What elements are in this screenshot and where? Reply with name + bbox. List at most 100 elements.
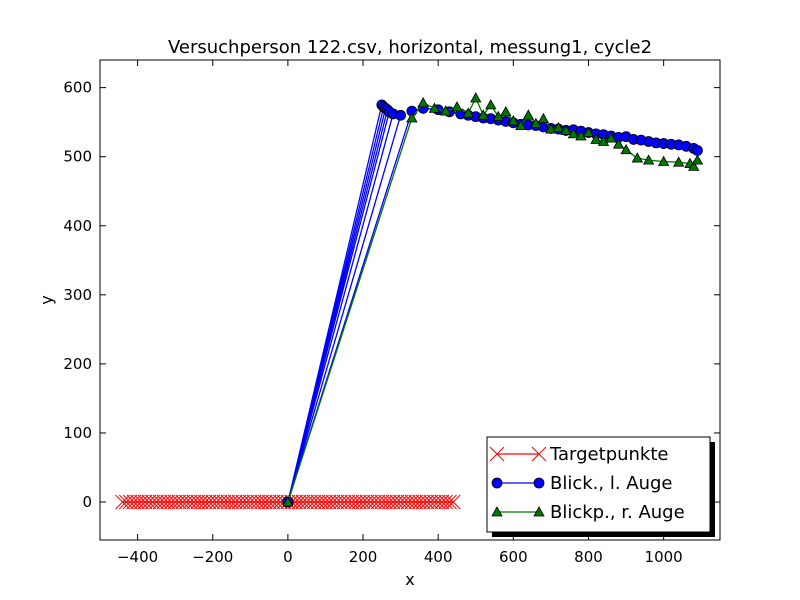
data-point-circle-marker xyxy=(692,145,703,156)
data-point-x-marker xyxy=(445,494,461,510)
data-point-x-marker xyxy=(171,494,187,510)
legend-label: Blick., l. Auge xyxy=(550,473,673,494)
data-point-x-marker xyxy=(363,494,378,510)
y-tick-label: 400 xyxy=(63,217,92,235)
y-tick-label: 100 xyxy=(63,424,92,442)
data-point-x-marker xyxy=(130,494,145,510)
y-axis-ticks: 0 100 200 300 400 500 600 xyxy=(63,79,720,511)
data-point-x-marker xyxy=(325,494,341,510)
data-point-x-marker xyxy=(291,494,307,510)
data-point-x-marker xyxy=(257,494,273,510)
data-point-x-marker xyxy=(152,494,168,510)
x-tick-label: 200 xyxy=(349,548,378,566)
data-point-triangle-marker xyxy=(462,107,474,118)
data-point-triangle-marker xyxy=(605,132,617,143)
data-point-x-marker xyxy=(397,494,412,510)
data-point-x-marker xyxy=(122,494,138,510)
data-point-triangle-marker xyxy=(507,114,520,126)
data-point-triangle-marker xyxy=(451,101,463,112)
data-point-x-marker xyxy=(381,494,397,510)
data-point-triangle-marker xyxy=(672,156,685,167)
data-point-triangle-marker xyxy=(440,105,452,116)
data-point-triangle-marker xyxy=(631,152,644,163)
data-point-x-marker xyxy=(366,494,382,510)
data-point-triangle-marker xyxy=(491,506,503,517)
data-point-triangle-marker xyxy=(688,160,700,171)
x-tick-label: 1000 xyxy=(645,548,683,566)
y-tick-label: 0 xyxy=(82,493,92,511)
x-tick-label: 600 xyxy=(499,548,528,566)
data-point-triangle-marker xyxy=(575,130,587,141)
y-tick-label: 300 xyxy=(63,286,92,304)
data-point-triangle-marker xyxy=(522,109,535,120)
x-axis-ticks: −400 −200 0 200 400 600 800 1000 xyxy=(117,60,683,566)
data-point-x-marker xyxy=(340,494,356,510)
legend-label: Blickp., r. Auge xyxy=(550,502,685,523)
data-point-triangle-marker xyxy=(582,126,595,137)
data-point-x-marker xyxy=(306,494,322,510)
data-point-x-marker xyxy=(115,494,130,510)
data-point-x-marker xyxy=(299,494,315,510)
data-point-x-marker xyxy=(156,494,172,510)
data-point-x-marker xyxy=(141,494,157,510)
data-point-x-marker xyxy=(186,494,202,510)
data-point-triangle-marker xyxy=(612,138,625,149)
data-point-x-marker xyxy=(149,494,164,510)
data-point-x-marker xyxy=(201,494,217,510)
data-point-x-marker xyxy=(179,494,194,510)
data-point-triangle-marker xyxy=(417,96,429,108)
data-point-x-marker xyxy=(118,494,134,510)
legend-label: Targetpunkte xyxy=(549,444,669,465)
data-point-x-marker xyxy=(194,494,209,510)
data-point-x-marker xyxy=(310,494,326,510)
x-tick-label: −400 xyxy=(117,548,158,566)
data-point-x-marker xyxy=(288,494,303,510)
data-point-x-marker xyxy=(164,494,179,510)
data-point-triangle-marker xyxy=(485,99,497,110)
data-point-triangle-marker xyxy=(552,121,565,133)
data-point-x-marker xyxy=(355,494,371,510)
data-point-x-marker xyxy=(235,494,251,510)
data-point-x-marker xyxy=(333,494,348,510)
data-point-triangle-marker xyxy=(567,128,580,139)
data-point-x-marker xyxy=(329,494,345,510)
series-^ xyxy=(282,92,704,507)
data-point-x-marker xyxy=(408,494,423,510)
data-point-x-marker xyxy=(303,494,318,510)
data-point-x-marker xyxy=(442,494,457,510)
plot-frame xyxy=(99,59,721,541)
data-point-x-marker xyxy=(216,494,232,510)
data-point-x-marker xyxy=(242,494,258,510)
y-axis-label: y xyxy=(37,295,56,304)
data-point-triangle-marker xyxy=(560,124,572,135)
data-point-x-marker xyxy=(336,494,352,510)
x-tick-label: −200 xyxy=(192,548,233,566)
x-tick-label: 0 xyxy=(283,548,293,566)
data-point-x-marker xyxy=(265,494,281,510)
data-point-x-marker xyxy=(404,494,420,510)
data-point-triangle-marker xyxy=(620,143,632,155)
data-point-x-marker xyxy=(182,494,198,510)
data-point-x-marker xyxy=(239,494,254,510)
data-point-triangle-marker xyxy=(428,102,441,113)
data-point-x-marker xyxy=(261,494,277,510)
data-point-x-marker xyxy=(212,494,228,510)
data-point-x-marker xyxy=(385,494,401,510)
data-point-triangle-marker xyxy=(533,506,545,517)
data-point-x-marker xyxy=(531,446,547,462)
data-point-x-marker xyxy=(348,494,363,510)
data-point-x-marker xyxy=(227,494,243,510)
x-axis-label: x xyxy=(405,570,414,589)
data-point-circle-marker xyxy=(491,477,503,489)
data-point-circle-marker xyxy=(533,477,545,489)
data-point-x-marker xyxy=(400,494,416,510)
data-point-x-marker xyxy=(427,494,442,510)
data-point-x-marker xyxy=(160,494,175,510)
data-point-x-marker xyxy=(145,494,160,510)
data-point-x-marker xyxy=(321,494,337,510)
data-point-x-marker xyxy=(344,494,360,510)
data-point-triangle-marker xyxy=(590,133,602,144)
data-point-triangle-marker xyxy=(597,135,610,146)
x-tick-label: 400 xyxy=(424,548,453,566)
